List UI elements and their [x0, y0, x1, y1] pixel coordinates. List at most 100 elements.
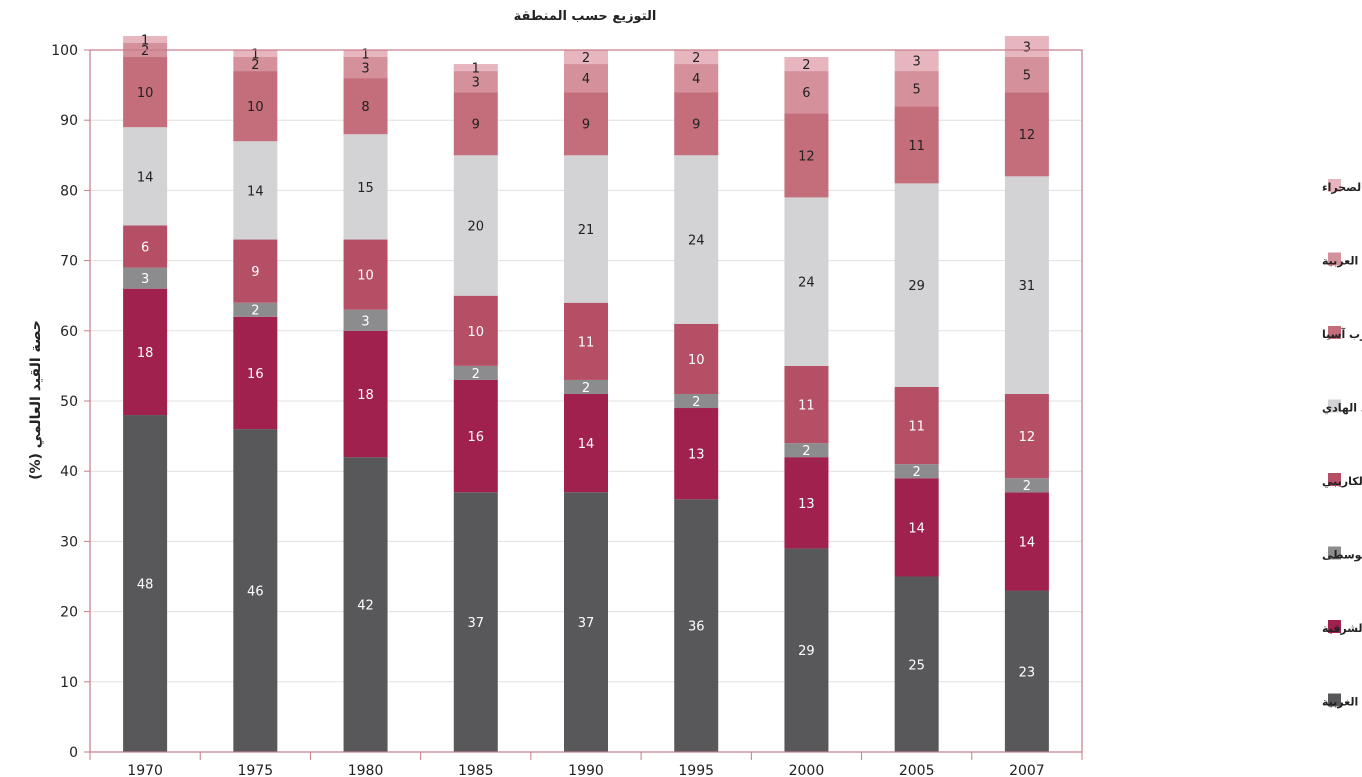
bar-segment — [123, 415, 168, 752]
legend-swatch — [1328, 326, 1341, 339]
bar-segment — [564, 50, 608, 65]
data-label: 9 — [692, 118, 700, 133]
legend-label: أمريكا الشمالية و أوروبا الغربية — [1322, 695, 1362, 709]
data-label: 12 — [1019, 430, 1036, 445]
data-label: 11 — [798, 399, 815, 414]
data-label: 20 — [468, 220, 485, 235]
y-tick-label: 100 — [51, 43, 78, 59]
y-tick-label: 60 — [60, 324, 78, 340]
legend-item: جنوب و غرب آسيا — [1322, 326, 1362, 341]
data-label: 2 — [802, 58, 810, 73]
bar-segment — [1004, 393, 1049, 479]
bar-segment — [894, 71, 939, 107]
bar-segment — [894, 386, 939, 465]
data-label: 37 — [578, 616, 595, 631]
bar-segment — [233, 57, 278, 72]
data-label: 1 — [361, 48, 369, 63]
legend-swatch — [1328, 620, 1341, 633]
bar-segment — [674, 408, 719, 500]
data-label: 6 — [141, 241, 149, 256]
bar-segment — [564, 155, 608, 303]
bar-segment — [123, 57, 168, 128]
bar-segment — [123, 127, 168, 226]
legend-item: الدول العربية — [1322, 252, 1362, 268]
x-tick-label: 1970 — [127, 763, 163, 777]
bar-stack: 29 13 2 11 24 12 6 2 — [784, 57, 829, 752]
data-label: 29 — [908, 279, 925, 294]
data-label: 14 — [247, 184, 264, 199]
bar-segment — [233, 239, 278, 303]
data-label: 18 — [357, 388, 374, 403]
y-tick-label: 20 — [60, 605, 78, 621]
data-label: 2 — [251, 58, 259, 73]
x-tick-label: 2007 — [1009, 763, 1045, 777]
bar-segment — [674, 499, 719, 752]
legend: أفريقيا جنوب الصحراء الدول العربية جنوب و … — [1322, 179, 1362, 709]
bar-segment — [674, 50, 719, 65]
data-label: 10 — [247, 100, 264, 115]
bar-segment — [123, 288, 168, 416]
data-label: 13 — [798, 497, 815, 512]
bar-segment — [343, 309, 388, 331]
data-label: 1 — [141, 33, 149, 48]
data-label: 4 — [692, 72, 700, 87]
bar-segment — [564, 393, 608, 493]
data-label: 2 — [1023, 479, 1031, 494]
data-label: 31 — [1019, 279, 1036, 294]
x-tick-label: 1985 — [458, 763, 494, 777]
data-label: 21 — [578, 223, 595, 238]
bar-segment — [343, 50, 388, 58]
data-label: 3 — [913, 55, 921, 70]
bar-segment — [233, 302, 278, 317]
legend-swatch — [1328, 473, 1341, 486]
data-label: 37 — [468, 616, 485, 631]
bar-stack: 36 13 2 10 24 9 4 2 — [674, 50, 719, 752]
chart-title: التوزيع حسب المنطقة — [514, 9, 657, 24]
bar-segment — [674, 323, 719, 394]
legend-swatch — [1328, 546, 1341, 560]
bar-segment — [343, 78, 388, 135]
y-tick-label: 40 — [60, 464, 78, 480]
legend-label: الدول العربية — [1322, 255, 1362, 268]
plot-frame — [89, 49, 1083, 753]
bar-segment — [784, 548, 829, 752]
data-label: 10 — [688, 353, 705, 368]
data-label: 9 — [251, 265, 259, 280]
legend-label: آسيا الوسطى — [1322, 548, 1362, 562]
data-label: 29 — [798, 644, 815, 659]
bar-segment — [453, 155, 498, 296]
bar-segment — [453, 64, 498, 72]
bar-segment — [1004, 492, 1049, 591]
bar-segment — [564, 302, 608, 380]
bar-segment — [343, 330, 388, 458]
bar-segment — [784, 365, 829, 444]
bar-segment — [894, 478, 939, 577]
bar-segment — [894, 50, 939, 72]
data-label: 23 — [1019, 665, 1036, 680]
bar-segment — [564, 492, 608, 752]
bar-segment — [674, 64, 719, 93]
bar-segment — [343, 239, 388, 310]
bar-stack: 25 14 2 11 29 11 5 3 — [894, 50, 939, 752]
data-label: 46 — [247, 585, 264, 600]
legend-label: أمريكا اللاتينية و الكاريبي — [1322, 474, 1362, 488]
data-label: 16 — [247, 367, 264, 382]
legend-swatch — [1328, 179, 1341, 192]
legend-item: أفريقيا جنوب الصحراء — [1322, 179, 1362, 194]
bars: 4818361410214616291410214218310158313716… — [123, 33, 1049, 752]
bar-stack: 23 14 2 12 31 12 5 3 — [1004, 35, 1049, 752]
data-label: 9 — [582, 118, 590, 133]
bar-segment — [123, 35, 168, 43]
y-axis-label: حصة القيد العالمي (%) — [28, 320, 44, 480]
data-label: 14 — [908, 521, 925, 536]
data-label: 25 — [908, 658, 925, 673]
data-label: 2 — [472, 367, 480, 382]
legend-label: جنوب و غرب آسيا — [1322, 327, 1362, 341]
data-label: 2 — [692, 395, 700, 410]
data-label: 1 — [472, 62, 480, 77]
data-label: 3 — [141, 272, 149, 287]
bar-stack: 37 16 2 10 20 9 31 — [453, 62, 498, 752]
